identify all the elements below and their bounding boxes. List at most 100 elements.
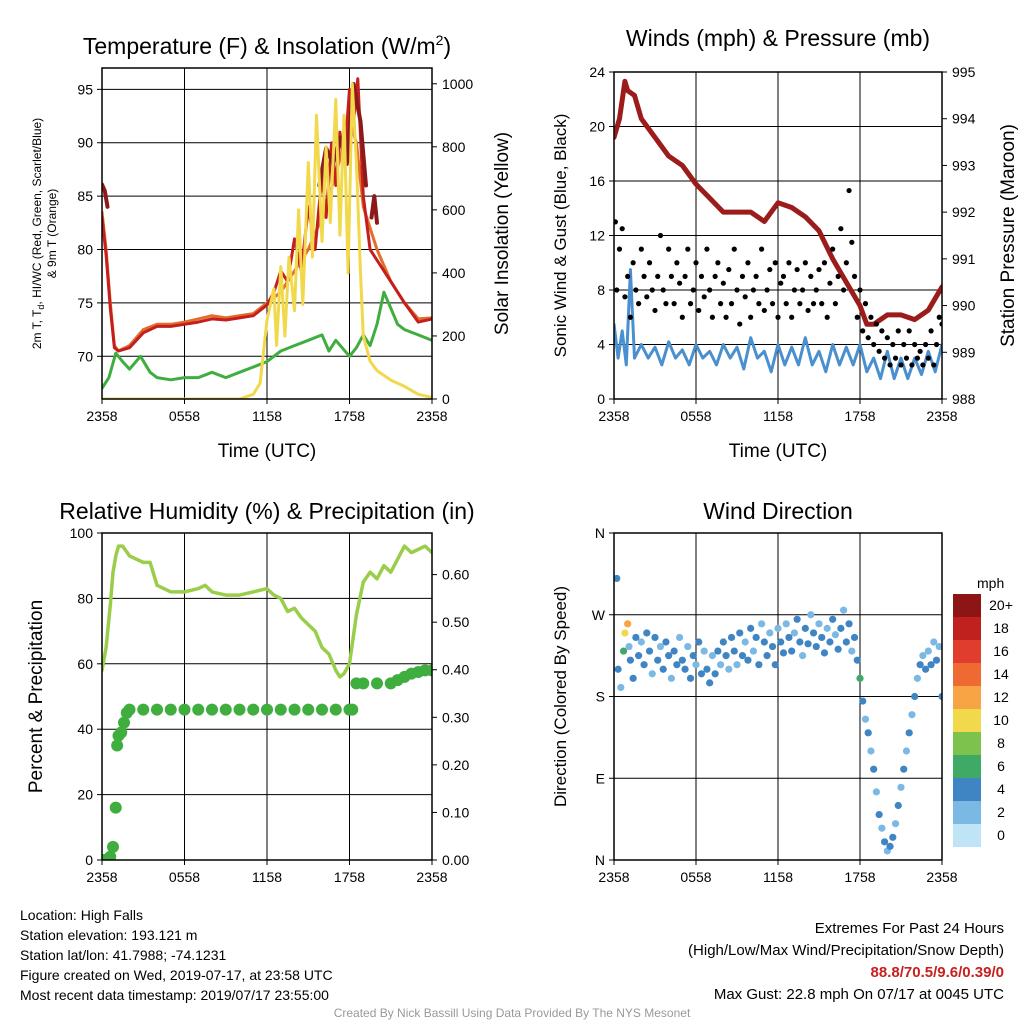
direction-point — [695, 638, 703, 646]
x-tick-label: 0558 — [169, 408, 200, 424]
series-1-point — [109, 801, 122, 814]
direction-point — [714, 647, 722, 655]
direction-point — [908, 711, 916, 719]
direction-point — [894, 801, 902, 810]
humidity-frame — [101, 532, 433, 861]
direction-point — [820, 649, 829, 657]
direction-point — [801, 624, 809, 632]
direction-point — [796, 638, 804, 646]
series-2-point — [614, 287, 620, 293]
direction-point — [859, 697, 867, 705]
direction-point — [692, 661, 700, 669]
y-tick-label: 95 — [77, 81, 93, 97]
series-2-point — [917, 348, 923, 354]
direction-point — [924, 647, 932, 655]
colorbar-label: 10 — [993, 712, 1009, 728]
direction-point — [665, 652, 673, 660]
series-2-point — [734, 287, 740, 293]
winds-ylabel: Sonic Wind & Gust (Blue, Black) — [551, 114, 570, 358]
direction-point — [831, 631, 840, 639]
series-2-point — [737, 321, 743, 327]
series-2-point — [923, 341, 929, 348]
series-2-point — [835, 273, 841, 279]
max-gust: Max Gust: 22.8 mph On 07/17 at 0045 UTC — [713, 986, 1004, 1003]
series-2-point — [720, 280, 726, 286]
humidity-ylabel: Percent & Precipitation — [26, 600, 47, 793]
direction-point — [654, 656, 662, 664]
series-2-point — [636, 301, 642, 307]
direction-point — [840, 606, 848, 614]
series-2-point — [679, 314, 685, 320]
direction-point — [758, 620, 766, 628]
series-2-point — [898, 362, 904, 368]
series-2-point — [704, 246, 710, 252]
y-tick-label: E — [596, 770, 605, 786]
direction-title: Wind Direction — [703, 498, 853, 524]
direction-point — [932, 656, 941, 664]
series-2-point — [701, 294, 707, 300]
direction-point — [678, 656, 686, 664]
y-tick-label: 20 — [77, 787, 93, 803]
colorbar-swatch — [953, 617, 981, 640]
direction-point — [927, 661, 935, 669]
series-2-point — [876, 348, 882, 354]
y-tick-label: 80 — [77, 242, 93, 258]
direction-point — [763, 652, 771, 660]
colorbar-label: 0 — [997, 827, 1005, 843]
direction-point — [725, 665, 733, 673]
series-2-point — [862, 301, 869, 307]
series-2-point — [816, 266, 822, 273]
direction-point — [625, 642, 633, 651]
series-2-point — [633, 287, 639, 293]
series-2-point — [786, 260, 792, 266]
series-2-point — [619, 226, 625, 232]
direction-point — [818, 633, 826, 642]
x-tick-label: 1158 — [763, 408, 793, 424]
series-2-point — [690, 287, 696, 293]
x-tick-label: 0558 — [169, 869, 200, 885]
series-2-point — [767, 266, 773, 273]
direction-point — [632, 633, 640, 642]
series-2-point — [666, 246, 672, 252]
series-2-point — [682, 273, 688, 279]
credit-line: Created By Nick Bassill Using Data Provi… — [333, 1006, 691, 1020]
direction-point — [916, 661, 924, 669]
y-right-tick-label: 0.40 — [442, 662, 469, 678]
colorbar-swatch — [953, 732, 981, 755]
series-2-point — [614, 219, 618, 225]
y-tick-label: 100 — [70, 525, 94, 541]
direction-point — [779, 649, 788, 657]
series-2-point — [728, 301, 735, 307]
direction-point — [881, 838, 889, 846]
series-2-point — [824, 314, 830, 320]
y-right-tick-label: 0 — [442, 391, 450, 407]
series-1-point — [118, 716, 130, 729]
station-latlon: Station lat/lon: 41.7988; -74.1231 — [20, 947, 227, 963]
series-2-point — [851, 273, 858, 279]
series-2-point — [772, 260, 778, 266]
series-2-point — [832, 301, 839, 307]
colorbar-swatch — [953, 663, 981, 686]
series-2-point — [914, 355, 921, 361]
series-2-point — [933, 341, 940, 348]
direction-point — [747, 624, 755, 632]
series-2-point — [715, 260, 721, 266]
y-right-tick-label: 0.00 — [442, 852, 469, 868]
winds-frame — [613, 71, 943, 400]
series-1-line — [614, 78, 942, 327]
y-tick-label: 90 — [77, 135, 93, 151]
series-2-point — [873, 321, 880, 327]
series-1-point — [346, 703, 359, 716]
colorbar-label: 6 — [997, 758, 1005, 774]
direction-point — [785, 633, 793, 642]
series-2-point — [882, 355, 888, 361]
direction-point — [744, 656, 752, 664]
series-2-point — [739, 273, 746, 279]
direction-point — [659, 665, 667, 673]
series-2-point — [731, 246, 737, 252]
direction-point — [870, 765, 878, 773]
series-2-point — [887, 362, 893, 368]
direction-point — [614, 574, 621, 583]
direction-ylabel: Direction (Colored By Speed) — [551, 586, 570, 807]
direction-point — [930, 638, 938, 646]
